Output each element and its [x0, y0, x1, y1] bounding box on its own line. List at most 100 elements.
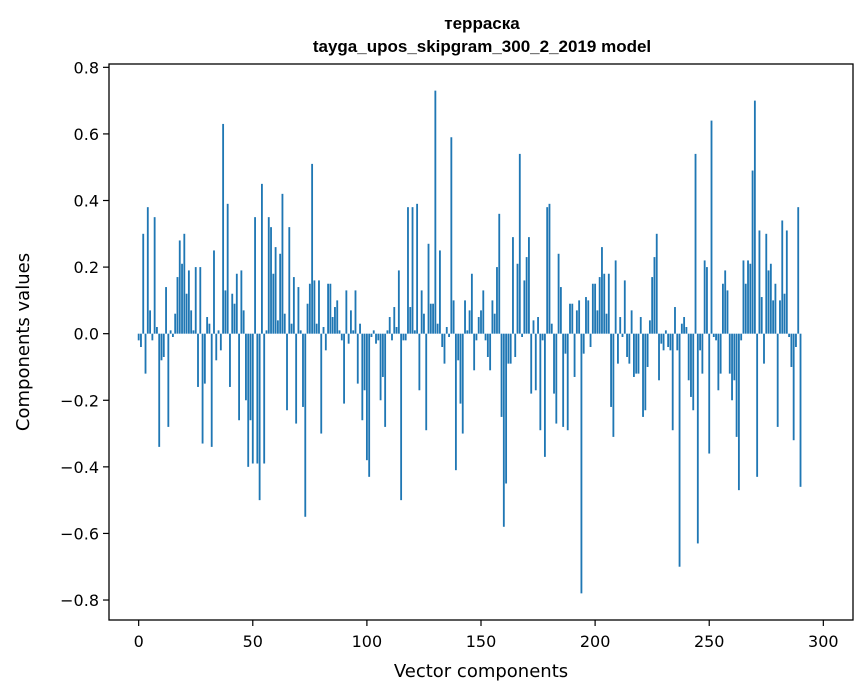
- bar: [240, 270, 243, 334]
- bar: [669, 333, 672, 351]
- bar: [564, 333, 567, 354]
- bar: [589, 333, 592, 347]
- bar: [377, 333, 380, 341]
- bar: [772, 300, 775, 334]
- bar: [731, 333, 733, 401]
- bar: [288, 227, 291, 334]
- bar: [605, 313, 608, 334]
- bar: [217, 330, 220, 334]
- x-tick-label: 100: [352, 632, 383, 651]
- bar: [580, 333, 583, 594]
- y-tick-label: 0.4: [74, 192, 99, 211]
- bar: [375, 333, 377, 344]
- bar: [286, 333, 288, 411]
- bar: [610, 333, 612, 407]
- bar: [722, 283, 724, 334]
- bar: [603, 273, 606, 334]
- bar: [635, 333, 638, 374]
- bar: [541, 333, 544, 341]
- bar: [249, 333, 252, 421]
- y-tick-label: −0.8: [60, 591, 99, 610]
- bar: [696, 333, 699, 544]
- bar: [788, 333, 791, 338]
- bar: [671, 333, 674, 431]
- bar: [445, 327, 448, 334]
- bar: [543, 333, 546, 457]
- x-tick-label: 150: [466, 632, 497, 651]
- bar: [267, 217, 270, 334]
- bar: [183, 233, 186, 334]
- bar: [477, 317, 480, 334]
- bar: [466, 330, 469, 334]
- bar: [302, 333, 304, 407]
- bar: [146, 207, 149, 334]
- bar: [395, 327, 398, 334]
- bar: [279, 253, 282, 334]
- bar: [537, 317, 539, 334]
- bar: [365, 333, 368, 461]
- bar: [617, 333, 619, 364]
- bar: [167, 333, 170, 427]
- bar: [379, 333, 382, 401]
- bar: [304, 333, 307, 517]
- bar: [760, 297, 763, 334]
- plot-area-frame: [108, 63, 854, 621]
- bar: [774, 283, 777, 334]
- bar: [706, 267, 708, 334]
- bar: [238, 333, 240, 421]
- bar: [797, 207, 800, 334]
- bar: [532, 320, 535, 334]
- bar: [329, 283, 332, 334]
- bar: [400, 333, 403, 501]
- x-axis-label: Vector components: [394, 661, 568, 682]
- bar: [361, 333, 364, 421]
- bar: [530, 333, 533, 394]
- bar: [628, 333, 631, 364]
- bar: [484, 333, 487, 341]
- bar: [614, 260, 617, 334]
- bar: [190, 310, 193, 334]
- bar: [174, 313, 177, 334]
- bar: [692, 333, 695, 411]
- bar: [203, 333, 206, 384]
- bar: [452, 300, 455, 334]
- bar: [639, 317, 642, 334]
- bar: [359, 323, 361, 334]
- bar: [575, 310, 578, 334]
- bar: [491, 300, 494, 334]
- bar: [489, 333, 492, 371]
- bar: [308, 283, 311, 334]
- bar: [687, 333, 690, 381]
- bar: [518, 153, 521, 334]
- bar: [607, 273, 610, 334]
- bar: [197, 333, 199, 387]
- bar: [274, 247, 277, 334]
- bar: [502, 333, 505, 527]
- bar: [265, 330, 268, 334]
- bar: [336, 300, 339, 334]
- bar: [340, 333, 343, 341]
- bar: [655, 233, 658, 334]
- bar: [206, 317, 209, 334]
- bar: [178, 240, 181, 334]
- bar: [331, 317, 334, 334]
- bar: [281, 193, 284, 334]
- bar: [660, 333, 663, 344]
- bar: [703, 260, 706, 334]
- bar: [283, 313, 286, 334]
- bar: [737, 333, 740, 491]
- bar: [436, 323, 439, 334]
- bar: [315, 323, 318, 334]
- bar: [701, 333, 704, 374]
- bar: [758, 230, 761, 334]
- bar: [276, 320, 279, 334]
- bar: [728, 333, 731, 374]
- bar: [712, 333, 715, 338]
- bar: [352, 330, 355, 334]
- bar: [338, 330, 341, 334]
- bar: [792, 333, 795, 441]
- bar: [648, 320, 651, 334]
- bar: [553, 333, 555, 394]
- bar: [299, 330, 302, 334]
- bar: [411, 207, 414, 334]
